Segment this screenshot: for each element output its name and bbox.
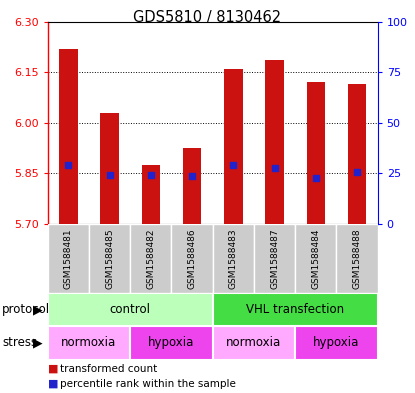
Text: protocol: protocol [2,303,50,316]
Text: GDS5810 / 8130462: GDS5810 / 8130462 [134,10,281,25]
Text: GSM1588487: GSM1588487 [270,228,279,289]
Text: transformed count: transformed count [60,364,157,374]
Bar [295,326,378,360]
Text: GSM1588481: GSM1588481 [64,228,73,289]
Text: GSM1588488: GSM1588488 [352,228,361,289]
Bar [48,293,213,326]
Text: hypoxia: hypoxia [148,336,195,349]
Text: ■: ■ [48,378,58,389]
Text: GSM1588486: GSM1588486 [188,228,197,289]
Text: percentile rank within the sample: percentile rank within the sample [60,378,236,389]
Bar [183,148,201,224]
Bar [48,224,89,293]
Text: GSM1588485: GSM1588485 [105,228,114,289]
Text: hypoxia: hypoxia [313,336,359,349]
Bar [130,326,213,360]
Bar [142,165,160,224]
Text: GSM1588484: GSM1588484 [311,228,320,288]
Bar [100,113,119,224]
Text: normoxia: normoxia [61,336,117,349]
Text: ▶: ▶ [33,303,43,316]
Bar [48,326,130,360]
Bar [213,293,378,326]
Text: normoxia: normoxia [226,336,281,349]
Bar [171,224,213,293]
Bar [89,224,130,293]
Text: stress: stress [2,336,37,349]
Bar [254,224,295,293]
Bar [213,326,295,360]
Bar [295,224,337,293]
Text: VHL transfection: VHL transfection [246,303,344,316]
Text: GSM1588482: GSM1588482 [146,228,155,288]
Text: ▶: ▶ [33,336,43,349]
Text: ■: ■ [48,364,58,374]
Bar [337,224,378,293]
Bar [348,84,366,224]
Bar [224,69,243,224]
Bar [130,224,171,293]
Bar [213,224,254,293]
Bar [59,49,78,224]
Text: control: control [110,303,151,316]
Text: GSM1588483: GSM1588483 [229,228,238,289]
Bar [307,82,325,224]
Bar [265,61,284,224]
